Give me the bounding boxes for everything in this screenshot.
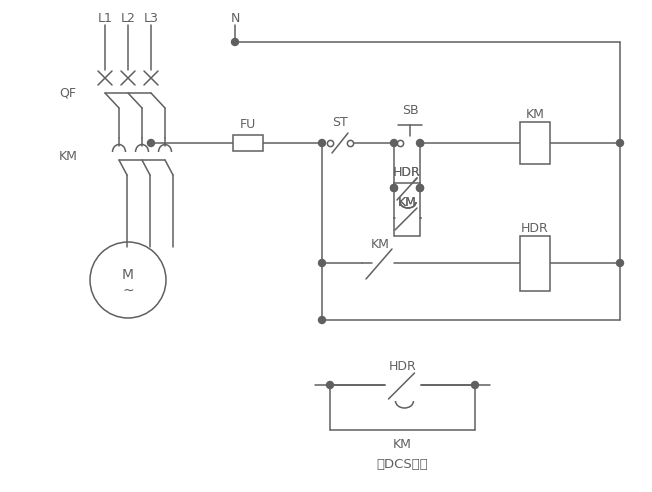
Text: ~: ~	[122, 284, 134, 298]
Text: KM: KM	[370, 239, 389, 251]
Text: L3: L3	[143, 11, 158, 25]
Circle shape	[391, 184, 398, 191]
Text: 去DCS联锁: 去DCS联锁	[377, 458, 428, 470]
Text: KM: KM	[526, 109, 544, 122]
Circle shape	[417, 140, 424, 147]
Bar	[520, 236, 550, 290]
Bar	[394, 183, 420, 236]
Circle shape	[231, 38, 239, 45]
Circle shape	[391, 184, 398, 191]
Circle shape	[318, 316, 325, 324]
Circle shape	[147, 140, 155, 147]
Circle shape	[617, 140, 623, 147]
Circle shape	[471, 381, 479, 389]
Bar	[520, 122, 550, 164]
Text: KM: KM	[393, 437, 412, 451]
Text: KM: KM	[59, 150, 78, 162]
Text: HDR: HDR	[393, 165, 421, 179]
Text: SB: SB	[402, 104, 419, 118]
Circle shape	[318, 259, 325, 267]
Text: M: M	[122, 268, 134, 282]
Circle shape	[417, 184, 424, 191]
Circle shape	[391, 140, 398, 147]
Bar	[233, 135, 263, 151]
Text: KM: KM	[398, 195, 417, 209]
Text: FU: FU	[240, 119, 256, 131]
Text: HDR: HDR	[389, 361, 417, 373]
Text: N: N	[230, 11, 240, 25]
Text: HDR: HDR	[393, 165, 421, 179]
Text: L2: L2	[121, 11, 136, 25]
Circle shape	[417, 184, 424, 191]
Circle shape	[617, 259, 623, 267]
Circle shape	[327, 381, 334, 389]
Text: HDR: HDR	[521, 221, 549, 235]
Text: QF: QF	[59, 87, 76, 99]
Circle shape	[318, 140, 325, 147]
Text: ST: ST	[332, 117, 348, 129]
Text: KM: KM	[398, 195, 417, 209]
Text: L1: L1	[98, 11, 112, 25]
